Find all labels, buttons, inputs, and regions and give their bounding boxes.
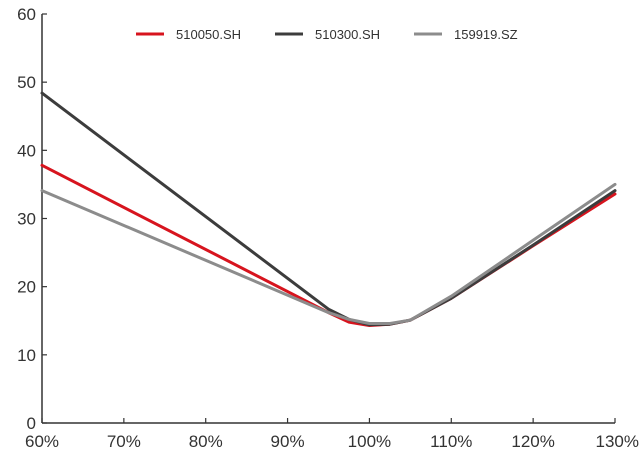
y-tick-label: 30 [17,210,36,229]
x-tick-label: 60% [25,432,59,451]
legend: 510050.SH 510300.SH 159919.SZ [136,27,518,42]
y-tick-label: 40 [17,141,36,160]
y-tick-label: 60 [17,5,36,24]
series-line-0 [40,163,617,327]
y-tick-label: 50 [17,73,36,92]
x-tick-label: 90% [271,432,305,451]
x-tick-label: 130% [596,432,639,451]
y-tick-label: 0 [27,414,36,433]
x-tick-label: 110% [430,432,472,451]
y-tick-label: 20 [17,278,36,297]
legend-label-1: 510300.SH [315,27,380,42]
series-layer [40,91,617,327]
legend-label-2: 159919.SZ [454,27,518,42]
series-line-2 [40,182,617,325]
x-tick-label: 100% [348,432,391,451]
y-tick-label: 10 [17,346,36,365]
x-tick-label: 70% [107,432,141,451]
axes: 0 10 20 30 40 50 60 60% 70% 80% 90% 100% 110% 120% 130… [17,5,639,451]
legend-label-0: 510050.SH [176,27,241,42]
x-tick-label: 80% [189,432,223,451]
x-tick-label: 120% [511,432,554,451]
